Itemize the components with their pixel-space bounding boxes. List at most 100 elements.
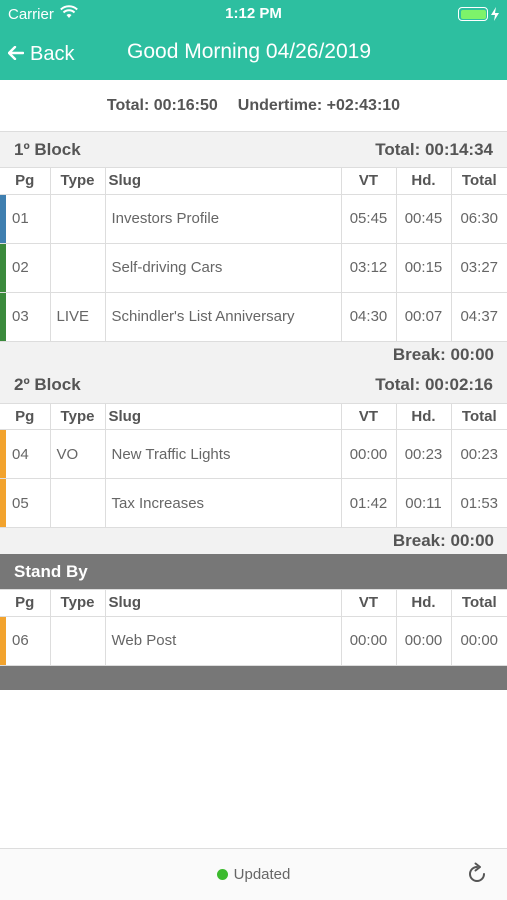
battery-icon [458, 7, 499, 21]
cell-hd: 00:07 [395, 291, 452, 342]
column-header-hd: Hd. [395, 403, 452, 430]
block-break: Break: 00:00 [0, 528, 507, 554]
column-header-pg: Pg [0, 590, 51, 617]
cell-slug: Self-driving Cars [104, 242, 342, 293]
table-row[interactable]: 04 VO New Traffic Lights 00:00 00:23 00:23 [0, 429, 507, 479]
cell-hd: 00:45 [395, 193, 452, 244]
status-stripe [0, 194, 6, 243]
column-header-vt: VT [340, 590, 397, 617]
cell-type: LIVE [49, 291, 106, 342]
status-bar: Carrier [0, 0, 507, 28]
cell-slug: Schindler's List Anniversary [104, 291, 342, 342]
status-dot-icon [216, 869, 228, 880]
column-header-type: Type [49, 590, 106, 617]
break-label: Break: 00:00 [392, 344, 494, 364]
column-header-slug: Slug [104, 590, 342, 617]
cell-slug: New Traffic Lights [104, 429, 342, 479]
cell-vt: 05:45 [340, 193, 397, 244]
block-title: 2º Block [14, 375, 81, 394]
block-break: Break: 00:00 [0, 341, 507, 368]
block-total: Total: 00:14:34 [375, 139, 493, 159]
status-stripe [0, 243, 6, 292]
block-table: Pg Type Slug VT Hd. Total 01 Investors Profile 0… [0, 168, 507, 342]
total-time: Total: 00:16:50 [106, 96, 218, 114]
status-stripe [0, 479, 6, 527]
cell-total: 00:00 [450, 615, 507, 666]
cell-pg: 05 [0, 478, 51, 528]
column-header-hd: Hd. [395, 590, 452, 617]
page-title: Good Morning 04/26/2019 [127, 40, 372, 63]
bottom-bar: Updated [0, 848, 507, 900]
update-status-label: Updated [233, 866, 291, 883]
table-row[interactable]: 06 Web Post 00:00 00:00 00:00 [0, 615, 507, 666]
cell-type [49, 615, 106, 666]
cell-vt: 00:00 [340, 615, 397, 666]
column-header-slug: Slug [104, 168, 342, 195]
cell-vt: 04:30 [340, 291, 397, 342]
cell-pg: 03 [0, 291, 51, 342]
cell-pg-text: 03 [12, 308, 29, 325]
cell-hd: 00:23 [395, 429, 452, 479]
table-row[interactable]: 05 Tax Increases 01:42 00:11 01:53 [0, 478, 507, 528]
update-status: Updated [216, 866, 291, 883]
table-row[interactable]: 03 LIVE Schindler's List Anniversary 04:30 0… [0, 291, 507, 342]
cell-total: 04:37 [450, 291, 507, 342]
cell-pg-text: 01 [12, 210, 29, 227]
cell-type [49, 193, 106, 244]
column-header-total: Total [450, 590, 507, 617]
cell-pg-text: 06 [12, 632, 29, 649]
cell-vt: 03:12 [340, 242, 397, 293]
cell-hd: 00:00 [395, 615, 452, 666]
column-header-pg: Pg [0, 403, 51, 430]
cell-type [49, 478, 106, 528]
standby-footer [0, 665, 507, 690]
cell-slug: Tax Increases [104, 478, 342, 528]
cell-type: VO [49, 429, 106, 479]
block-header: 1º Block Total: 00:14:34 [0, 132, 507, 168]
status-stripe [0, 616, 6, 665]
back-button[interactable]: Back [0, 43, 74, 66]
cell-pg: 02 [0, 242, 51, 293]
column-header-total: Total [450, 168, 507, 195]
block-total: Total: 00:02:16 [375, 375, 493, 394]
carrier-label: Carrier [8, 5, 54, 23]
cell-slug: Web Post [104, 615, 342, 666]
app-header: Carrier 1:12 PM Back Good Morning 04/26/… [0, 0, 507, 80]
totals-bar: Total: 00:16:50 Undertime: +02:43:10 [0, 80, 507, 132]
cell-total: 01:53 [450, 478, 507, 528]
table-row[interactable]: 01 Investors Profile 05:45 00:45 06:30 [0, 193, 507, 244]
standby-header: Stand By [0, 554, 507, 590]
column-header-type: Type [49, 168, 106, 195]
cell-hd: 00:15 [395, 242, 452, 293]
column-header-pg: Pg [0, 168, 51, 195]
column-header-vt: VT [340, 403, 397, 430]
cell-pg: 01 [0, 193, 51, 244]
block-title: 1º Block [14, 139, 81, 159]
column-header-vt: VT [340, 168, 397, 195]
cell-pg-text: 02 [12, 259, 29, 276]
block-table: Pg Type Slug VT Hd. Total 06 Web Post 00:00 00:00… [0, 590, 507, 666]
cell-type [49, 242, 106, 293]
table-header-row: Pg Type Slug VT Hd. Total [0, 168, 507, 195]
cell-total: 00:23 [450, 429, 507, 479]
table-row[interactable]: 02 Self-driving Cars 03:12 00:15 03:27 [0, 242, 507, 293]
cell-total: 06:30 [450, 193, 507, 244]
undertime: Undertime: +02:43:10 [237, 96, 401, 114]
wifi-icon [59, 5, 78, 23]
column-header-total: Total [450, 403, 507, 430]
table-header-row: Pg Type Slug VT Hd. Total [0, 590, 507, 617]
nav-bar: Back Good Morning 04/26/2019 [0, 28, 507, 80]
cell-pg: 04 [0, 429, 51, 479]
arrow-left-icon [7, 43, 25, 66]
refresh-icon[interactable] [465, 862, 489, 886]
cell-pg-text: 05 [12, 494, 29, 512]
cell-slug: Investors Profile [104, 193, 342, 244]
cell-vt: 01:42 [340, 478, 397, 528]
cell-hd: 00:11 [395, 478, 452, 528]
back-label: Back [30, 42, 75, 65]
cell-total: 03:27 [450, 242, 507, 293]
column-header-hd: Hd. [395, 168, 452, 195]
cell-vt: 00:00 [340, 429, 397, 479]
rundown: 1º Block Total: 00:14:34 Pg Type Slug VT Hd. To… [0, 132, 507, 690]
column-header-slug: Slug [104, 403, 342, 430]
